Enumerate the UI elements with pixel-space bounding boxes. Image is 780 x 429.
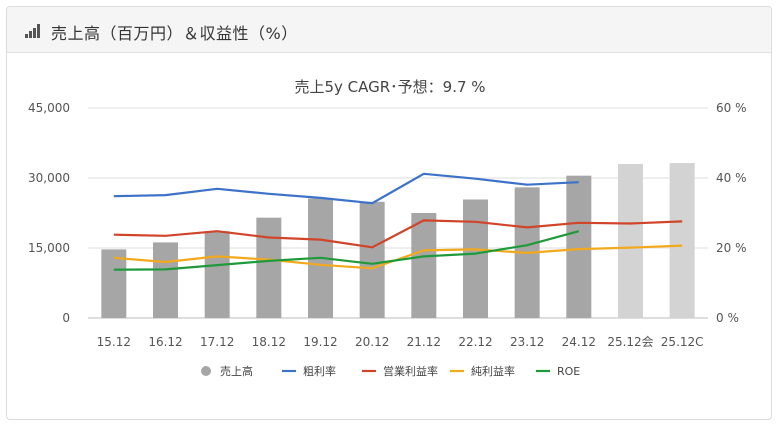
x-tick-label: 25.12会: [607, 335, 653, 349]
x-tick-label: 18.12: [252, 335, 286, 349]
bar-sales: [669, 163, 695, 318]
series-line: [113, 230, 580, 271]
y-left-tick-label: 0: [62, 311, 70, 325]
header-title: 売上高（百万円）＆収益性（%）: [51, 24, 298, 43]
bar-sales: [411, 213, 437, 318]
bar-sales: [359, 201, 385, 318]
signal-bars-icon: [25, 24, 43, 38]
y-left-tick-label: 30,000: [28, 171, 70, 185]
legend-label: 営業利益率: [383, 364, 438, 378]
x-tick-label: 23.12: [510, 335, 544, 349]
series-line: [113, 172, 579, 205]
chart-title: 売上5y CAGR･予想：9.7 %: [294, 78, 485, 96]
x-tick-label: 21.12: [407, 335, 441, 349]
x-tick-label: 22.12: [458, 335, 492, 349]
y-left-tick-label: 45,000: [28, 101, 70, 115]
legend-swatch-bar: [201, 366, 211, 376]
y-right-tick-label: 60 %: [716, 101, 747, 115]
bar-sales: [463, 199, 488, 318]
legend-label: 純利益率: [471, 364, 515, 378]
bar-sales: [566, 175, 592, 318]
bar-sales: [256, 217, 282, 318]
y-right-tick-label: 0 %: [716, 311, 739, 325]
bar-sales: [618, 164, 643, 318]
x-tick-label: 20.12: [355, 335, 389, 349]
x-tick-label: 16.12: [148, 335, 182, 349]
legend-label: ROE: [557, 365, 580, 378]
card-header: 売上高（百万円）＆収益性（%）: [7, 7, 771, 53]
x-tick-label: 15.12: [97, 335, 131, 349]
series-line: [113, 244, 683, 270]
chart-card: 売上高（百万円）＆収益性（%）: [6, 6, 772, 420]
y-right-tick-label: 20 %: [716, 241, 747, 255]
x-tick-label: 25.12C: [661, 335, 704, 349]
y-right-tick-label: 40 %: [716, 171, 747, 185]
y-left-tick-label: 15,000: [28, 241, 70, 255]
x-tick-label: 17.12: [200, 335, 234, 349]
x-tick-label: 24.12: [562, 335, 596, 349]
bar-sales: [153, 242, 178, 318]
bar-sales: [204, 231, 230, 318]
legend-label: 粗利率: [303, 364, 336, 378]
legend-label: 売上高: [220, 364, 253, 378]
x-tick-label: 19.12: [303, 335, 337, 349]
bar-sales: [101, 249, 127, 318]
series-line: [113, 219, 683, 249]
